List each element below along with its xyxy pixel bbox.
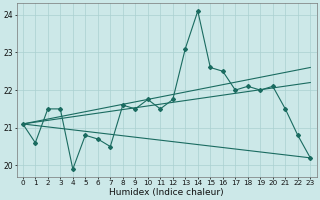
- X-axis label: Humidex (Indice chaleur): Humidex (Indice chaleur): [109, 188, 224, 197]
